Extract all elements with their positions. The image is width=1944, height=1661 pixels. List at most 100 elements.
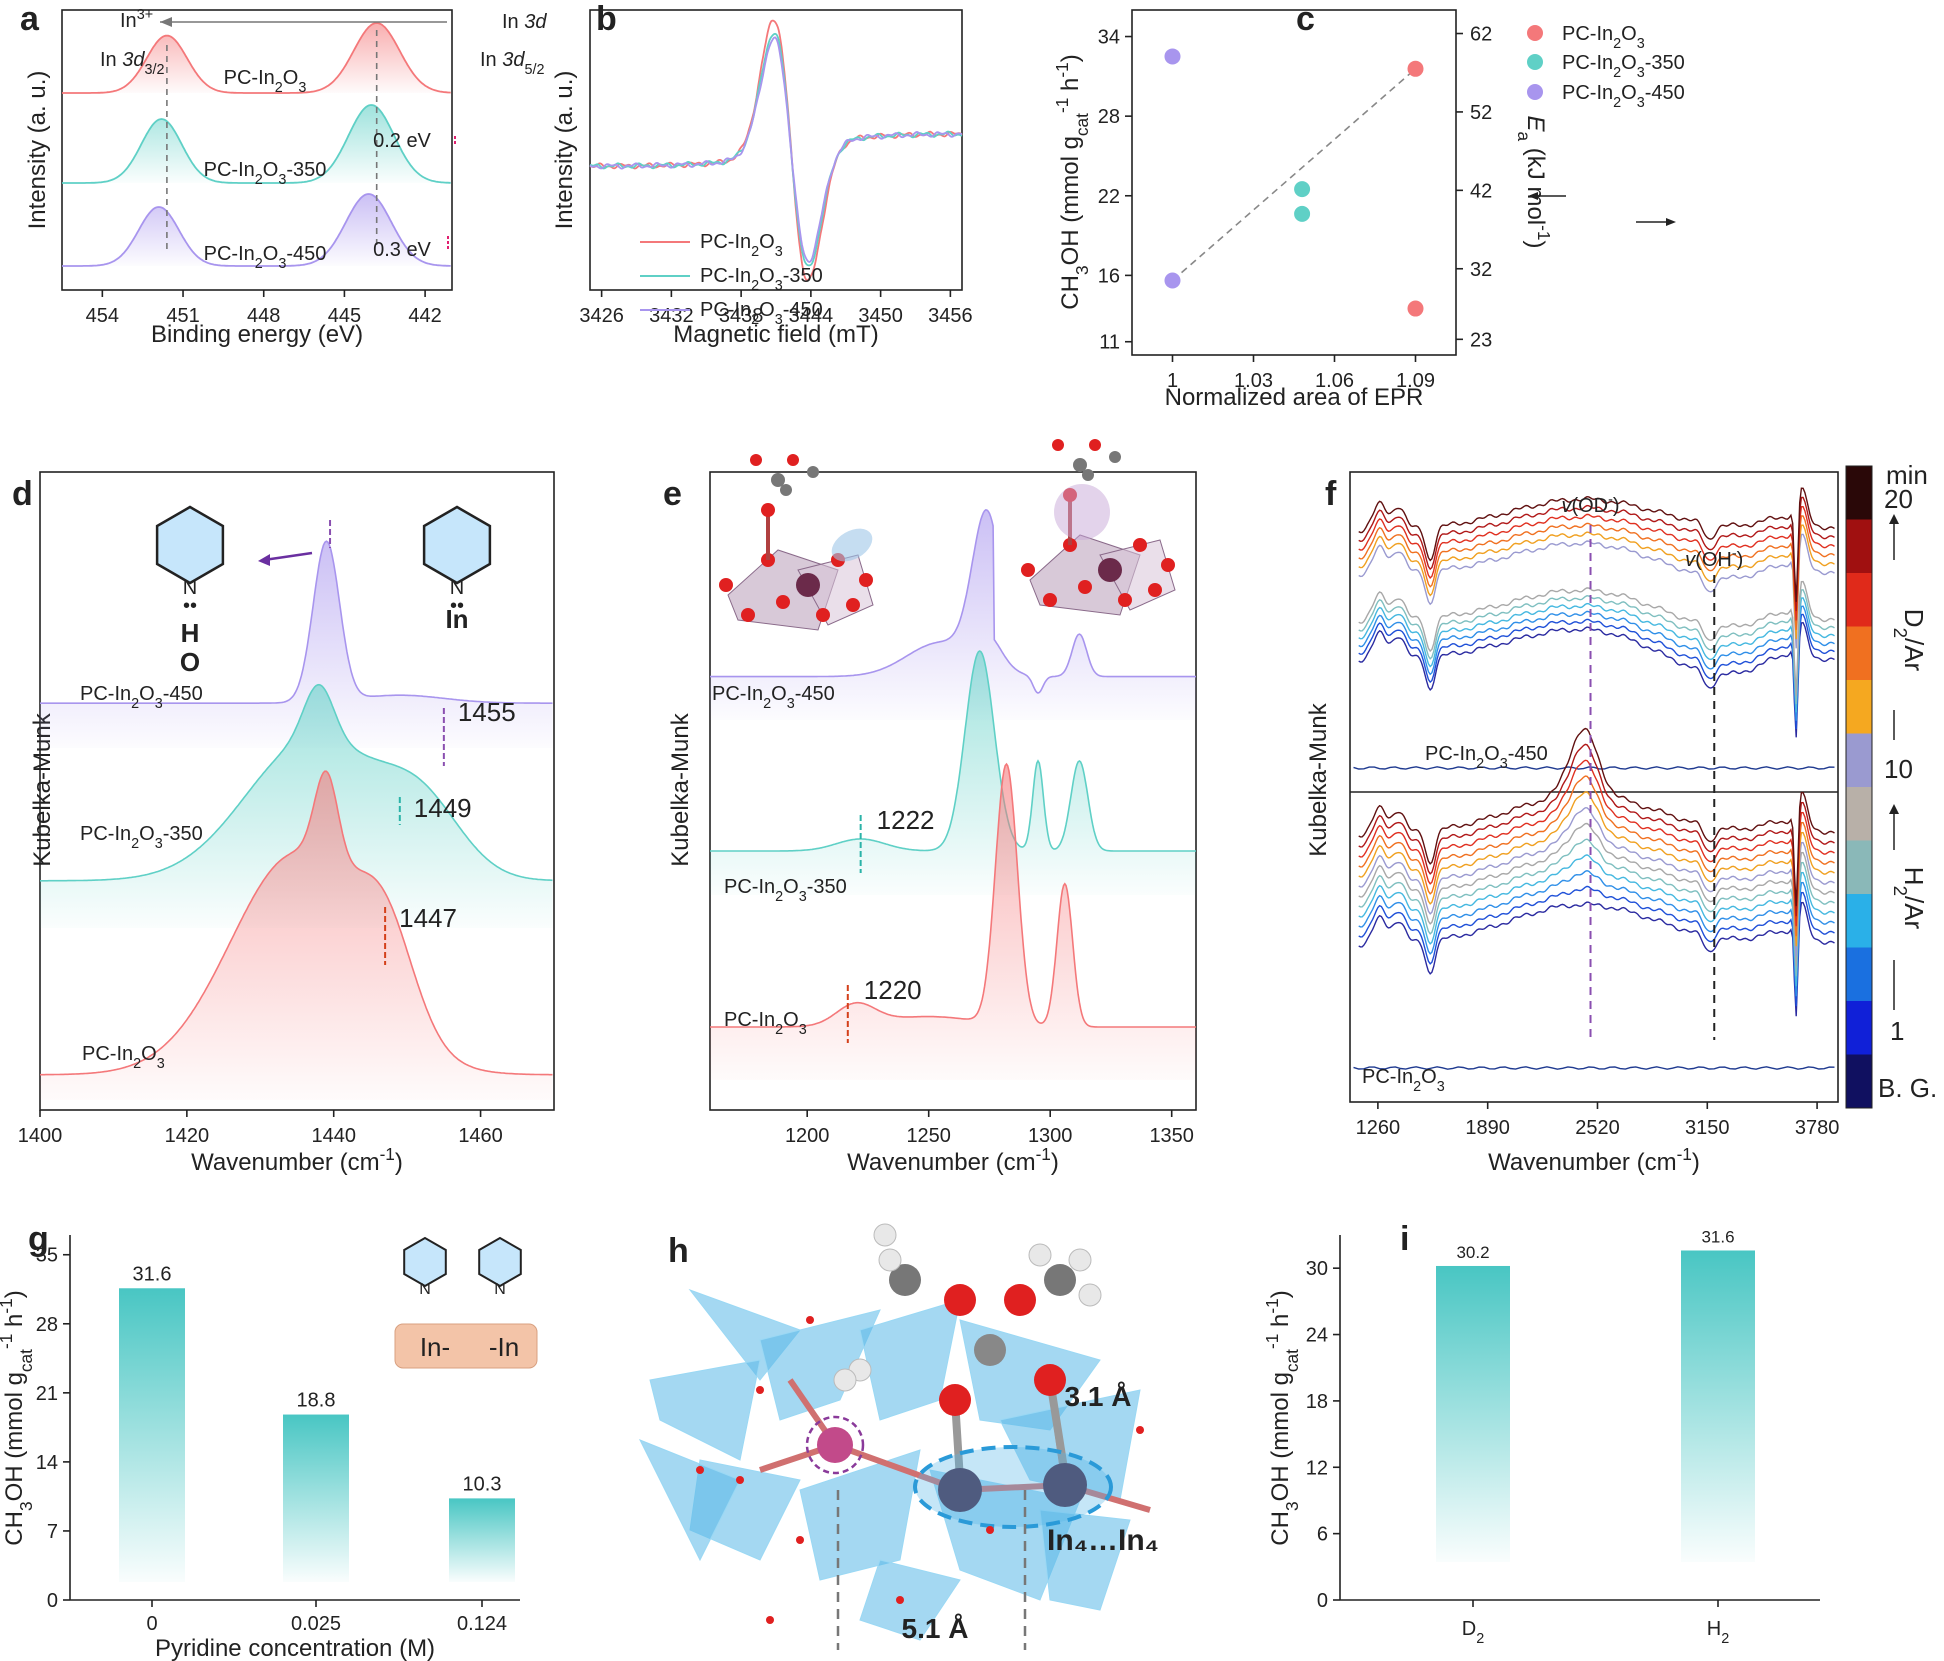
point-ea-2 <box>1164 272 1181 289</box>
distance-3-1: 3.1 Å <box>1065 1381 1132 1412</box>
f-spectrum <box>1358 496 1835 612</box>
label-part: -450 <box>1508 743 1548 765</box>
label-part: PC-In <box>1362 1066 1413 1088</box>
atom <box>807 466 819 478</box>
in4-ellipse <box>913 1445 1113 1529</box>
inset-right-label: -In <box>489 1332 519 1362</box>
colorbar-segment <box>1846 519 1872 574</box>
o-atom <box>859 573 873 587</box>
label-part: Intensity (a. u.) <box>551 71 578 230</box>
y-tick-label: 28 <box>1098 106 1120 128</box>
in-atom <box>1043 1463 1087 1507</box>
colorbar-label: 10 <box>1884 754 1913 784</box>
y-tick-label: 34 <box>1098 27 1120 49</box>
y-tick-label: 12 <box>1306 1457 1328 1479</box>
panel-letter-h: h <box>668 1232 689 1270</box>
d-curve-0 <box>40 540 553 704</box>
label-part: O <box>1621 52 1637 74</box>
trend-line <box>1171 68 1417 282</box>
y-tick-label: 52 <box>1470 102 1492 124</box>
label-part: D <box>1899 609 1929 628</box>
atom <box>750 454 762 466</box>
label-part: ) <box>1737 549 1744 571</box>
label-part: 3 <box>155 836 163 852</box>
label-part: /Ar <box>1899 638 1929 672</box>
label-part: -1 <box>1677 1144 1692 1164</box>
label-part: cat <box>1282 1349 1302 1372</box>
h-label: H <box>181 618 200 648</box>
point-ea-1 <box>1294 205 1311 222</box>
label-part: H <box>1899 867 1929 886</box>
shift1-label: 0.2 eV <box>373 130 431 152</box>
label-part: Intensity (a. u.) <box>24 71 51 230</box>
structure-illustration <box>638 1223 1151 1650</box>
o-atom <box>1078 580 1092 594</box>
f-spectrum <box>1358 775 1835 937</box>
epr-curve-0 <box>590 19 963 282</box>
label-part: -1 <box>0 1334 16 1349</box>
legend-marker <box>1527 84 1543 100</box>
label-part: PC-In <box>80 823 131 845</box>
y-axis-label: Kubelka-Munk <box>667 712 694 866</box>
label-part: v <box>1685 549 1696 571</box>
label-part: 2 <box>1476 756 1484 772</box>
molecule-atom <box>974 1334 1006 1366</box>
polyhedron <box>649 1359 761 1461</box>
label-part: 2 <box>255 172 263 188</box>
h-atom <box>833 1368 857 1392</box>
label-part: Wavenumber (cm <box>1488 1149 1676 1176</box>
label-part: O <box>759 299 775 321</box>
label-part: PC-In <box>80 683 131 705</box>
label-part: PC-In <box>82 1043 133 1065</box>
x-tick-label: 1890 <box>1465 1117 1510 1139</box>
label-part: ) <box>1692 1149 1700 1176</box>
label-part: -1 <box>380 1144 395 1164</box>
f-spectrum <box>1358 533 1835 649</box>
colorbar-segment <box>1846 626 1872 681</box>
label-part: (kJ mol <box>1522 141 1549 225</box>
e-series-label: PC-In2O3-350 <box>724 876 847 905</box>
d-marker-label: 1455 <box>458 697 516 727</box>
y-tick-label: 22 <box>1098 186 1120 208</box>
label-part: -450 <box>163 683 203 705</box>
label-part: 3 <box>775 278 783 294</box>
f-spectrum <box>1358 854 1835 987</box>
molecule-atom <box>1044 1264 1076 1296</box>
d-marker-label: 1447 <box>399 903 457 933</box>
in-atom <box>938 1468 982 1512</box>
bar-2 <box>449 1498 515 1582</box>
bar-1 <box>283 1414 349 1582</box>
y-tick-label: 62 <box>1470 24 1492 46</box>
label-part: 3d <box>502 49 525 71</box>
y-axis-label: CH3OH (mmol gcat-1 h-1) <box>1262 1290 1302 1545</box>
label-part: 3 <box>775 312 783 328</box>
purple-arrow-head <box>258 554 270 566</box>
label-part: O <box>263 159 279 181</box>
panel-letter-a: a <box>20 0 40 38</box>
label-part: OH (mmol g <box>1057 136 1084 265</box>
x-axis-label: Wavenumber (cm-1) <box>1488 1144 1700 1176</box>
f-spectrum <box>1358 885 1835 1007</box>
x-axis-label: Pyridine concentration (M) <box>155 1635 435 1661</box>
y2-axis-label: Ea (kJ mol-1) <box>1514 116 1554 249</box>
inset-pyridine <box>478 1236 522 1288</box>
atom <box>780 484 792 496</box>
d-curve-1 <box>40 683 553 882</box>
e-marker-label: 1222 <box>877 805 935 835</box>
label-part: 2 <box>1613 65 1621 81</box>
f-spectrum <box>1358 487 1835 602</box>
d-axes <box>39 471 555 1111</box>
xps-fill <box>62 105 451 183</box>
label-part: 2 <box>1413 1079 1421 1095</box>
bar-0 <box>1436 1265 1510 1562</box>
label-part: -1 <box>1262 1298 1282 1313</box>
o-atom <box>816 608 830 622</box>
d-series-label: PC-In2O3 <box>82 1043 165 1072</box>
f-spectrum <box>1358 791 1835 947</box>
x-tick-label: 1 <box>1167 370 1178 392</box>
lone-pair: •• <box>450 595 464 617</box>
colorbar-segment <box>1846 573 1872 627</box>
highlight-circle <box>1054 484 1110 540</box>
o-atom <box>1043 593 1057 607</box>
f-background <box>1353 1066 1835 1070</box>
